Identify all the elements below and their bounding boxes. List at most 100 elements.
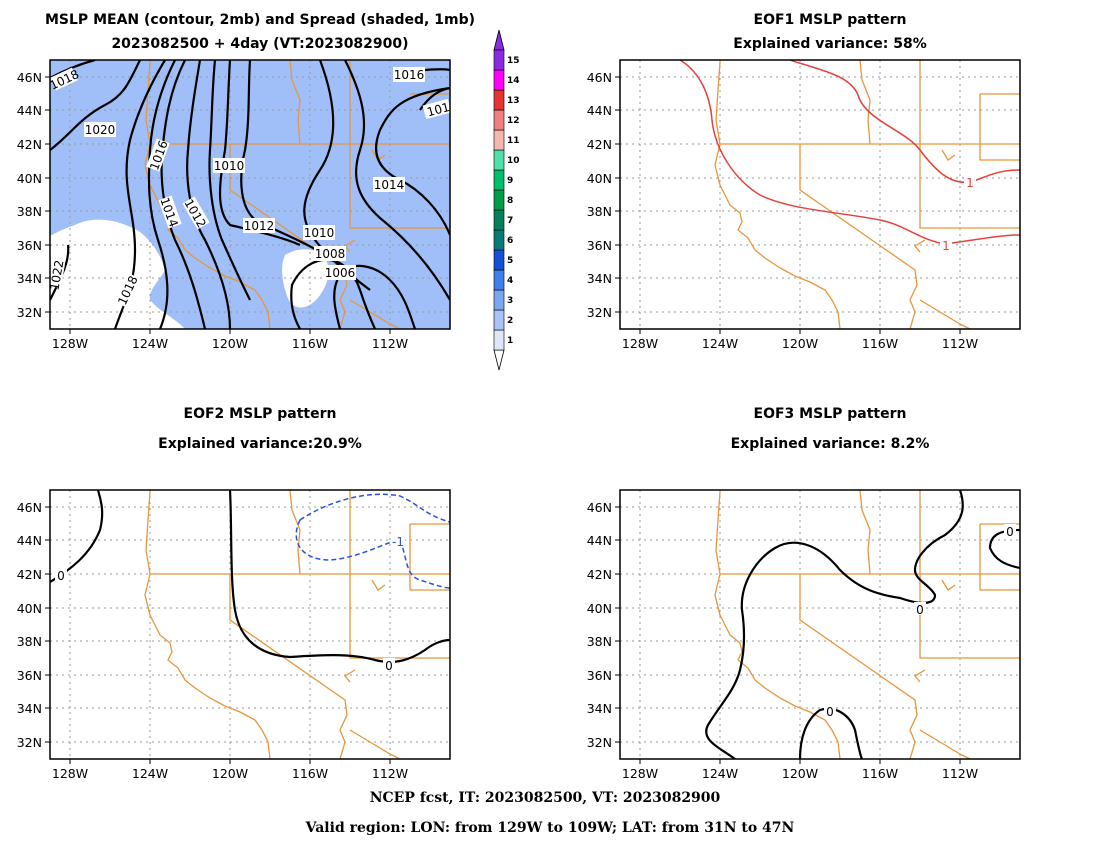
panel1-y-ticks: 46N 44N 42N 40N 38N 36N 34N 32N [17,70,42,320]
svg-text:1020: 1020 [85,123,116,137]
colorbar-swatch [493,89,505,111]
panel1-subtitle: 2023082500 + 4day (VT:2023082900) [111,36,408,52]
panel1-tick-marks [45,76,391,334]
svg-text:1022: 1022 [47,259,66,292]
svg-text:46N: 46N [587,500,612,515]
colorbar-swatch [493,269,505,291]
panel-eof3: EOF3 MSLP pattern Explained variance: 8.… [587,406,1021,781]
svg-text:42N: 42N [17,567,42,582]
panel2-title: EOF1 MSLP pattern [754,12,907,28]
svg-text:32N: 32N [587,305,612,320]
panel3-x-ticks: 128W 124W 120W 116W 112W [52,766,408,781]
panel3-title: EOF2 MSLP pattern [184,406,337,422]
svg-text:0: 0 [57,569,65,583]
svg-text:42N: 42N [587,137,612,152]
panel4-title: EOF3 MSLP pattern [754,406,907,422]
svg-text:40N: 40N [17,601,42,616]
svg-text:124W: 124W [702,336,738,351]
contour-label: 1020 [84,122,116,137]
panel2-x-ticks: 128W 124W 120W 116W 112W [622,336,978,351]
panel4-grid [620,490,1020,759]
footer-forecast-info: NCEP fcst, IT: 2023082500, VT: 202308290… [370,790,721,806]
contour-label: 1012 [243,218,275,233]
contour-label: 1016 [393,67,425,82]
colorbar-swatch [493,129,505,151]
panel4-subtitle: Explained variance: 8.2% [731,436,930,452]
svg-text:124W: 124W [132,336,168,351]
svg-text:40N: 40N [587,601,612,616]
colorbar-label: 6 [507,236,513,246]
contour-label: -1 [391,534,405,549]
svg-text:1010: 1010 [214,159,245,173]
contour-label: 0 [824,704,836,719]
svg-text:32N: 32N [17,305,42,320]
svg-text:34N: 34N [587,701,612,716]
colorbar-swatch [493,189,505,211]
panel3-subtitle: Explained variance:20.9% [158,436,362,452]
contour-label: 1010 [303,225,335,240]
colorbar-label: 12 [507,116,520,126]
colorbar-swatch [493,289,505,311]
svg-text:32N: 32N [587,735,612,750]
colorbar-swatch [493,149,505,171]
contour-label: 101 [422,98,451,119]
panel4-frame [619,489,1021,760]
panel-mslp-mean: MSLP MEAN (contour, 2mb) and Spread (sha… [17,12,475,351]
svg-text:36N: 36N [17,238,42,253]
svg-text:32N: 32N [17,735,42,750]
svg-text:120W: 120W [212,766,248,781]
svg-text:101: 101 [425,100,451,119]
contour-label: 1008 [314,246,346,261]
colorbar-swatch [493,229,505,251]
svg-text:44N: 44N [587,103,612,118]
panel-eof2: EOF2 MSLP pattern Explained variance:20.… [17,406,451,781]
panel4-tick-marks [615,506,961,764]
colorbar-label: 11 [507,136,520,146]
contour-label: 0 [1004,524,1016,539]
svg-text:1010: 1010 [304,226,335,240]
contour-label: 0 [914,602,926,617]
colorbar-label: 1 [507,336,513,346]
panel3-y-ticks: 46N 44N 42N 40N 38N 36N 34N 32N [17,500,42,750]
svg-text:0: 0 [826,705,834,719]
contour-label: 1 [940,238,952,253]
colorbar-label: 10 [507,156,520,166]
svg-text:1018: 1018 [115,274,141,308]
svg-text:1012: 1012 [244,219,275,233]
panel3-plot-area: 0 0 -1 [50,490,450,759]
panel2-contours [679,60,1020,245]
colorbar-label: 2 [507,316,513,326]
svg-text:34N: 34N [17,271,42,286]
colorbar-bottom-arrow [493,349,505,371]
contour-label: 0 [383,658,395,673]
svg-text:38N: 38N [587,634,612,649]
panel3-grid [50,490,450,759]
svg-text:120W: 120W [782,336,818,351]
svg-text:46N: 46N [17,70,42,85]
colorbar-swatch [493,309,505,331]
svg-text:42N: 42N [587,567,612,582]
svg-text:46N: 46N [17,500,42,515]
colorbar-label: 9 [507,176,513,186]
svg-text:112W: 112W [942,336,978,351]
panel2-grid [620,60,1020,329]
svg-text:1016: 1016 [394,68,425,82]
panel1-contour-labels: 1018 1020 1016 1014 1012 1010 1012 1010 … [47,67,451,308]
svg-text:44N: 44N [17,533,42,548]
panel2-map-outline [714,60,1020,329]
svg-text:40N: 40N [17,171,42,186]
panel3-contour-labels: 0 0 -1 [55,534,405,673]
svg-text:38N: 38N [587,204,612,219]
svg-text:34N: 34N [17,701,42,716]
colorbar-label: 4 [507,276,513,286]
svg-text:112W: 112W [372,766,408,781]
panel2-contour-labels: 1 1 [940,175,976,253]
svg-text:38N: 38N [17,204,42,219]
colorbar-top-arrow [493,29,505,51]
svg-text:116W: 116W [862,336,898,351]
svg-text:36N: 36N [17,668,42,683]
svg-text:36N: 36N [587,238,612,253]
spread-clear-patch [282,249,329,308]
